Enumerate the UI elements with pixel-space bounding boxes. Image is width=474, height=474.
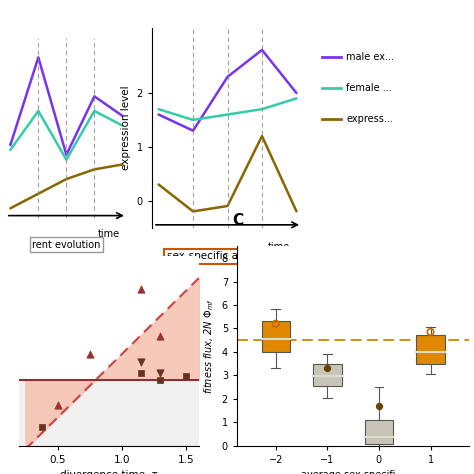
Point — [182, 373, 190, 380]
Y-axis label: fitness flux, 2$N$ $\Phi_{mf}$: fitness flux, 2$N$ $\Phi_{mf}$ — [202, 298, 216, 394]
Point — [137, 285, 145, 292]
Point — [272, 320, 280, 328]
Point — [54, 401, 61, 409]
Bar — [416, 336, 445, 364]
Point — [157, 376, 164, 384]
Point — [157, 332, 164, 340]
Point — [375, 402, 383, 410]
Text: rent evolution: rent evolution — [32, 240, 100, 250]
Point — [137, 369, 145, 376]
Y-axis label: expression level: expression level — [121, 86, 131, 170]
Text: female ...: female ... — [346, 82, 392, 93]
Point — [157, 369, 164, 376]
X-axis label: average sex specifi...: average sex specifi... — [301, 470, 405, 474]
Text: C: C — [232, 213, 243, 228]
Text: sex-specific adaptation: sex-specific adaptation — [167, 251, 288, 261]
Point — [137, 358, 145, 365]
Bar — [365, 420, 393, 445]
Text: time: time — [97, 229, 119, 239]
Text: time: time — [268, 242, 290, 252]
Text: male ex...: male ex... — [346, 52, 394, 62]
Point — [86, 351, 93, 358]
X-axis label: divergence time, τ: divergence time, τ — [60, 470, 158, 474]
Bar — [262, 321, 290, 352]
Point — [38, 424, 46, 431]
Bar — [313, 364, 341, 386]
Point — [324, 365, 331, 372]
Bar — [19, 380, 199, 446]
Text: express...: express... — [346, 113, 393, 124]
Point — [427, 328, 434, 336]
